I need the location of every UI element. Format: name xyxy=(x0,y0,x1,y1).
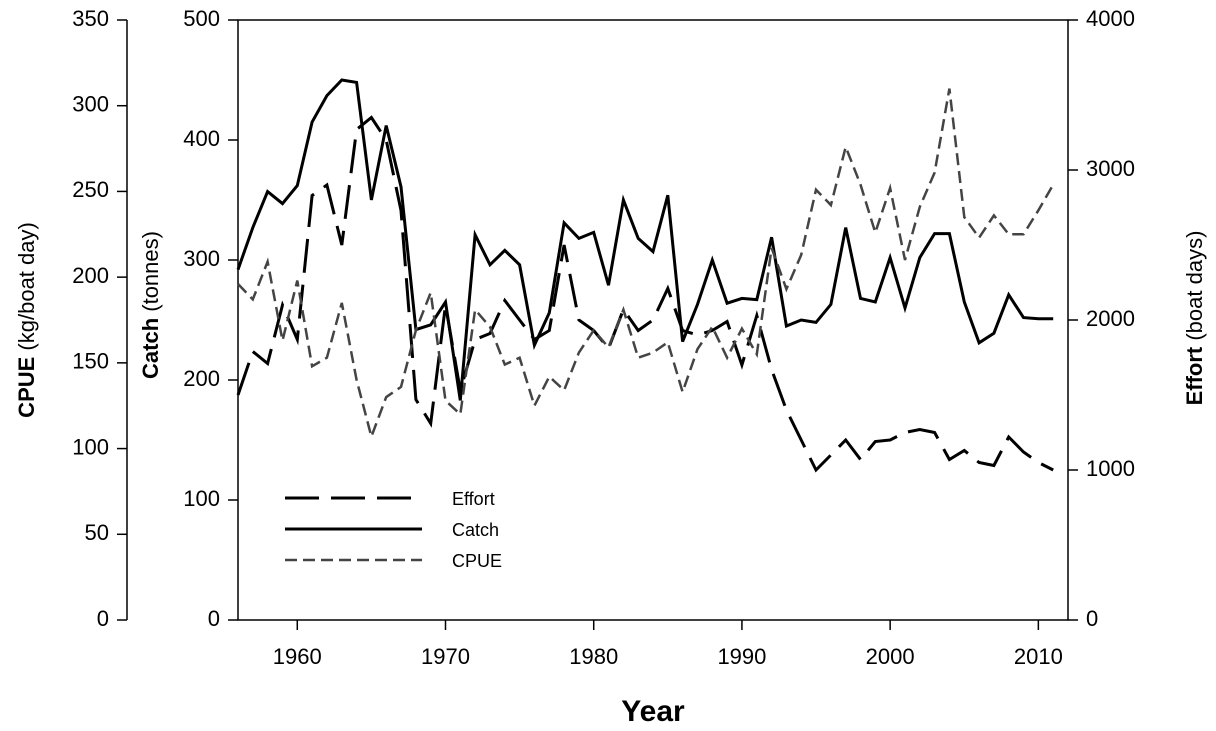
x-tick-label: 1980 xyxy=(569,644,618,669)
axis-title-unit: (tonnes) xyxy=(138,231,163,318)
y-tick-label: 150 xyxy=(72,349,109,374)
legend-label: Effort xyxy=(452,489,495,509)
y-tick-label: 250 xyxy=(72,177,109,202)
series-line xyxy=(236,78,1054,401)
y-tick-label: 300 xyxy=(72,92,109,117)
y-axis-title: CPUE (kg/boat day) xyxy=(14,222,39,418)
axis-title-name: Catch xyxy=(138,318,163,379)
y-tick-label: 0 xyxy=(1086,606,1098,631)
y-tick-label: 350 xyxy=(72,6,109,31)
y-tick-label: 100 xyxy=(183,486,220,511)
y-tick-label: 0 xyxy=(97,606,109,631)
series-line xyxy=(237,88,1055,441)
y-tick-label: 3000 xyxy=(1086,156,1135,181)
x-tick-label: 1970 xyxy=(421,644,470,669)
legend-label: CPUE xyxy=(452,551,502,571)
y-tick-label: 500 xyxy=(183,6,220,31)
y-tick-label: 50 xyxy=(85,520,109,545)
y-axis-title: Catch (tonnes) xyxy=(138,231,163,379)
x-tick-label: 1960 xyxy=(273,644,322,669)
legend-label: Catch xyxy=(452,520,499,540)
x-tick-label: 1990 xyxy=(717,644,766,669)
y-axis-title: Effort (boat days) xyxy=(1182,231,1207,406)
axis-title-unit: (kg/boat day) xyxy=(14,222,39,357)
axis-title-name: Effort xyxy=(1182,346,1207,405)
y-tick-label: 2000 xyxy=(1086,306,1135,331)
y-tick-label: 0 xyxy=(208,606,220,631)
axis-title-unit: (boat days) xyxy=(1182,231,1207,347)
y-tick-label: 300 xyxy=(183,246,220,271)
y-tick-label: 400 xyxy=(183,126,220,151)
y-tick-label: 100 xyxy=(72,434,109,459)
x-tick-label: 2000 xyxy=(866,644,915,669)
y-tick-label: 200 xyxy=(72,263,109,288)
x-axis-title: Year xyxy=(621,695,685,728)
axis-title-name: CPUE xyxy=(14,357,39,418)
y-tick-label: 4000 xyxy=(1086,6,1135,31)
series-line xyxy=(236,115,1054,473)
x-tick-label: 2010 xyxy=(1014,644,1063,669)
y-tick-label: 1000 xyxy=(1086,456,1135,481)
y-tick-label: 200 xyxy=(183,366,220,391)
